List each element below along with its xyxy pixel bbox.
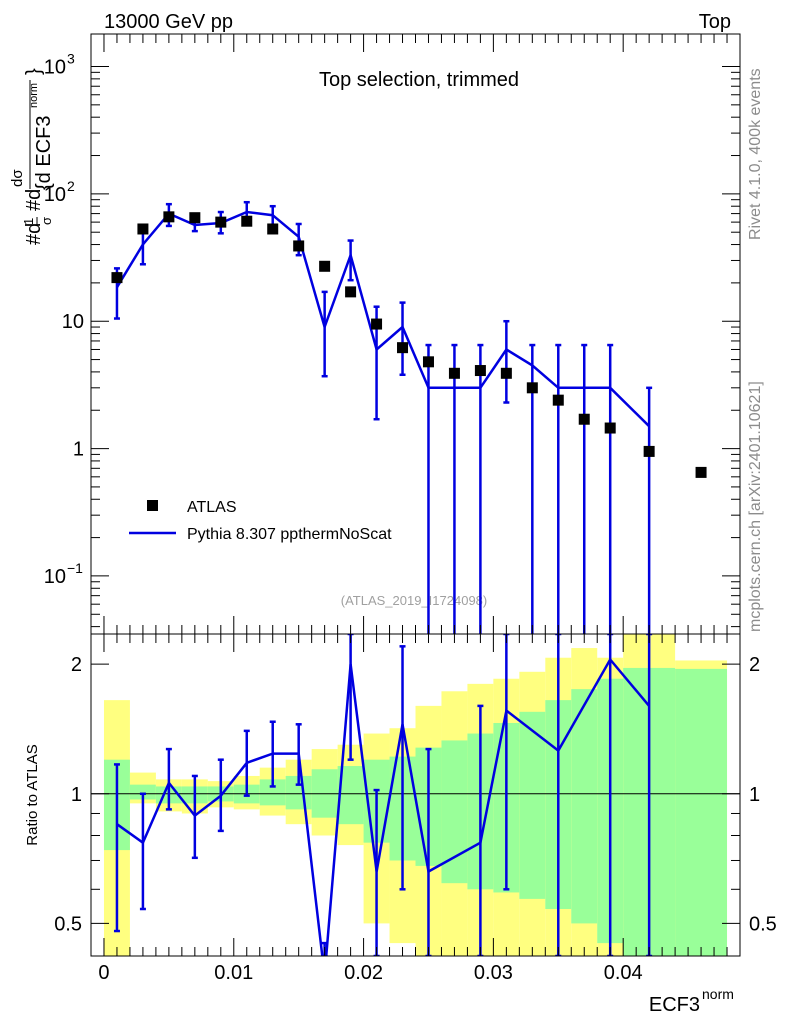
data-point — [189, 212, 201, 224]
data-point — [578, 413, 590, 425]
main-y-tick-label: 10 — [62, 311, 84, 333]
data-point — [241, 215, 253, 227]
data-point — [643, 445, 655, 457]
main-y-tick-label: 10 3 — [44, 51, 75, 79]
svg-text:dσ: dσ — [9, 169, 26, 187]
mcplots-label: mcplots.cern.ch [arXiv:2401.10621] — [747, 381, 764, 632]
svg-text:−1: −1 — [67, 560, 83, 576]
band-inner — [129, 784, 156, 800]
data-point — [604, 422, 616, 434]
svg-text:σ: σ — [39, 217, 54, 225]
svg-text:10: 10 — [44, 184, 66, 206]
main-y-tick-label: 10 −1 — [44, 560, 83, 588]
x-tick-label: 0.02 — [344, 962, 383, 984]
x-axis-label-sup: norm — [702, 986, 734, 1002]
header-right: Top — [699, 11, 731, 33]
ratio-y-label: Ratio to ATLAS — [24, 744, 41, 845]
ratio-y-ticks: 0.5 0.5 1 1 2 2 — [54, 654, 777, 935]
svg-text:2: 2 — [67, 178, 75, 194]
x-tick-label: 0.01 — [214, 962, 253, 984]
data-point — [111, 272, 123, 284]
ratio-y-tick-label-right: 2 — [749, 654, 760, 676]
mc-line — [115, 210, 650, 428]
svg-text:#d: #d — [23, 189, 45, 211]
x-axis-label-main: ECF3 — [649, 994, 700, 1016]
x-axis-ticks: 0 0.01 0.02 0.03 0.04 — [98, 34, 728, 984]
data-point — [293, 240, 305, 252]
legend-label-mc: Pythia 8.307 ppthermNoScat — [187, 526, 392, 543]
ratio-frame — [90, 633, 741, 957]
ratio-marks — [113, 634, 653, 956]
data-point — [695, 466, 707, 478]
band-inner — [571, 689, 598, 924]
main-panel: Top selection, trimmed (ATLAS_2019_I1724… — [9, 33, 741, 635]
data-point — [552, 394, 564, 406]
data-point — [397, 342, 409, 354]
svg-text:{d ECF3: {d ECF3 — [33, 116, 55, 190]
data-point — [267, 223, 279, 235]
data-point — [371, 318, 383, 330]
main-marks — [111, 200, 707, 634]
ratio-y-tick-label-left: 2 — [71, 654, 82, 676]
svg-text:3: 3 — [67, 51, 75, 67]
svg-text:10: 10 — [44, 566, 66, 588]
header-left: 13000 GeV pp — [104, 11, 233, 33]
plot-title: Top selection, trimmed — [319, 69, 519, 91]
ratio-line — [116, 657, 651, 956]
svg-text:1: 1 — [73, 439, 84, 461]
band-inner — [675, 668, 728, 956]
ratio-panel: 0.5 0.5 1 1 2 2 0 0.01 0.02 0.03 0.04 Ratio to AT… — [24, 34, 777, 1016]
x-axis-label: ECF3 norm — [649, 986, 734, 1016]
x-tick-label: 0.04 — [604, 962, 643, 984]
x-tick-label: 0 — [98, 962, 109, 984]
ratio-y-tick-label-left: 1 — [71, 784, 82, 806]
svg-text:10: 10 — [62, 311, 84, 333]
band-inner — [519, 711, 546, 899]
rivet-label: Rivet 4.1.0, 400k events — [747, 68, 764, 240]
data-point — [422, 356, 434, 368]
ratio-y-tick-label-right: 1 — [749, 784, 760, 806]
svg-text:1: 1 — [21, 218, 36, 225]
svg-text:}: } — [23, 68, 45, 75]
data-point — [474, 365, 486, 377]
data-point — [163, 211, 175, 223]
svg-text:norm: norm — [28, 83, 40, 108]
legend-label-atlas: ATLAS — [187, 499, 237, 516]
data-point — [215, 216, 227, 228]
data-point — [137, 223, 149, 235]
x-tick-label: 0.03 — [474, 962, 513, 984]
data-point — [345, 286, 357, 298]
ratio-y-tick-label-right: 0.5 — [749, 913, 777, 935]
analysis-id: (ATLAS_2019_I1724098) — [341, 593, 487, 608]
main-y-tick-label: 1 — [73, 439, 84, 461]
data-point — [448, 367, 460, 379]
main-y-tick-label: 10 2 — [44, 178, 75, 206]
legend-marker-atlas — [147, 500, 158, 511]
band-inner — [441, 740, 468, 884]
ratio-y-tick-label-left: 0.5 — [54, 913, 82, 935]
data-point — [500, 367, 512, 379]
svg-text:#d: #d — [23, 223, 45, 245]
svg-text:10: 10 — [44, 57, 66, 79]
main-y-label: #d 1 σ #d dσ {d ECF3 norm } — [9, 68, 55, 245]
main-frame — [90, 33, 741, 635]
data-point — [319, 260, 331, 272]
data-point — [526, 382, 538, 394]
